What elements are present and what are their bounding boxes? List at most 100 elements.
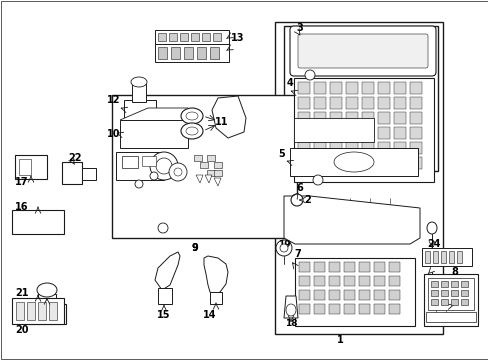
Bar [313,262,325,272]
Bar [19,159,31,175]
Bar [346,82,357,94]
Bar [346,157,357,169]
Bar [430,299,437,305]
Bar [460,299,467,305]
Bar [27,302,35,320]
Bar [424,251,429,263]
Bar [82,168,96,180]
Bar [361,157,373,169]
Ellipse shape [37,283,57,297]
Bar [328,290,339,300]
Text: 13: 13 [231,33,244,43]
Bar [361,142,373,154]
Text: 16: 16 [15,202,29,212]
Bar [313,157,325,169]
Ellipse shape [131,77,147,87]
Bar [298,290,309,300]
Bar [209,47,219,59]
Bar [16,302,24,320]
Bar [293,78,433,182]
Bar [191,33,199,41]
Text: 18: 18 [284,320,297,328]
Text: 24: 24 [427,239,440,249]
Bar [388,276,399,286]
Bar [393,127,405,139]
Bar [313,112,325,124]
Bar [460,290,467,296]
Bar [409,157,421,169]
Bar [346,97,357,109]
Bar [38,302,46,320]
Polygon shape [204,175,212,183]
Bar [409,127,421,139]
Bar [388,304,399,314]
Bar [297,157,309,169]
Bar [194,155,202,161]
Bar [171,47,180,59]
Bar [343,276,354,286]
Bar [377,157,389,169]
Bar [329,142,341,154]
Text: 6: 6 [296,183,303,193]
Text: 7: 7 [294,249,301,259]
Polygon shape [284,296,297,318]
Bar [284,26,437,171]
Bar [409,112,421,124]
Text: 23: 23 [448,300,462,310]
Text: 9: 9 [191,243,198,253]
Bar [393,112,405,124]
Ellipse shape [275,240,291,256]
Bar [122,156,138,168]
Bar [313,97,325,109]
Bar [206,155,215,161]
Bar [377,142,389,154]
Bar [393,157,405,169]
Ellipse shape [312,175,323,185]
Ellipse shape [158,223,168,233]
Text: 11: 11 [215,117,228,127]
Bar [15,155,47,179]
Polygon shape [120,108,187,120]
Bar [274,22,442,334]
Text: 22: 22 [68,153,81,163]
Bar [388,290,399,300]
Bar [358,276,369,286]
Bar [373,290,384,300]
Bar [132,84,146,102]
Bar [377,82,389,94]
Bar [440,299,447,305]
Bar [294,258,414,326]
Bar [142,156,156,166]
Bar [293,118,373,142]
Text: 21: 21 [15,288,29,298]
Bar [388,262,399,272]
Bar [297,142,309,154]
Bar [298,304,309,314]
Bar [328,304,339,314]
Bar [346,142,357,154]
Bar [313,82,325,94]
Bar [180,33,187,41]
Bar [155,44,228,62]
Bar [448,251,453,263]
Ellipse shape [169,163,186,181]
Ellipse shape [150,152,178,180]
FancyBboxPatch shape [289,26,435,76]
Ellipse shape [174,168,182,176]
Bar [313,304,325,314]
Ellipse shape [156,158,172,174]
Bar [124,100,156,118]
Bar [298,276,309,286]
Bar [214,170,222,176]
Bar [49,302,57,320]
Text: 2: 2 [304,195,311,205]
Ellipse shape [290,194,303,206]
Ellipse shape [280,244,287,252]
Text: 14: 14 [203,310,216,320]
Bar [432,251,437,263]
Bar [206,170,215,176]
Text: 15: 15 [157,310,170,320]
Bar [358,304,369,314]
Bar [393,142,405,154]
Bar [450,281,457,287]
